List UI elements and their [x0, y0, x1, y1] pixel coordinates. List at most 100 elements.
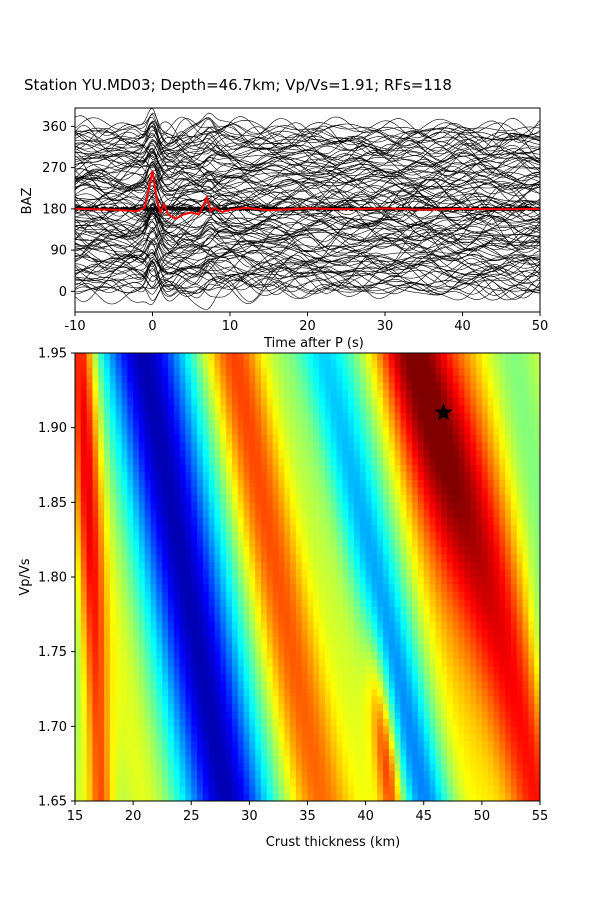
hk-cell — [441, 629, 448, 638]
hk-cell — [272, 614, 280, 623]
hk-cell — [452, 420, 460, 429]
hk-cell — [359, 420, 367, 429]
hk-cell — [127, 405, 134, 414]
hk-cell — [417, 435, 425, 444]
hk-cell — [388, 577, 396, 586]
hk-cell — [359, 659, 367, 668]
hk-cell — [243, 771, 250, 780]
hk-cell — [458, 405, 466, 414]
hk-cell — [348, 502, 355, 511]
hk-cell — [173, 666, 181, 675]
hk-cell — [324, 472, 332, 481]
hk-cell — [179, 703, 187, 712]
hk-cell — [162, 547, 169, 556]
hk-cell — [237, 457, 245, 466]
hk-cell — [365, 703, 373, 712]
hk-cell — [330, 636, 338, 645]
hk-cell — [319, 367, 326, 376]
hk-cell — [121, 554, 128, 563]
hk-cell — [133, 591, 140, 600]
hk-cell — [313, 420, 320, 429]
hk-cell — [104, 763, 111, 772]
hk-cell — [377, 367, 384, 376]
hk-cell — [197, 703, 204, 712]
hk-cell — [487, 733, 495, 742]
hk-cell — [249, 584, 256, 593]
hk-cell — [319, 674, 326, 683]
hk-cell — [470, 703, 477, 712]
hk-cell — [295, 547, 303, 556]
hk-cell — [173, 606, 181, 615]
hk-cell — [354, 703, 361, 712]
hk-cell — [377, 502, 384, 511]
hk-cell — [493, 457, 500, 466]
hk-cell — [266, 442, 274, 451]
hk-cell — [435, 360, 442, 369]
hk-cell — [313, 681, 320, 690]
hk-cell — [272, 435, 280, 444]
hk-cell — [220, 659, 227, 668]
hk-cell — [179, 614, 187, 623]
hk-cell — [278, 405, 285, 414]
hk-cell — [226, 763, 233, 772]
hk-cell — [237, 405, 245, 414]
hk-cell — [464, 390, 471, 399]
hk-cell — [98, 711, 105, 720]
hk-cell — [150, 353, 157, 362]
hk-cell — [255, 577, 262, 586]
hk-cell — [272, 390, 280, 399]
hk-cell — [388, 353, 396, 362]
hk-cell — [226, 405, 233, 414]
hk-cell — [487, 748, 495, 757]
hk-cell — [371, 606, 378, 615]
hk-cell — [168, 517, 175, 526]
hk-cell — [301, 763, 309, 772]
hk-cell — [255, 636, 262, 645]
hk-cell — [516, 457, 524, 466]
hk-cell — [150, 763, 157, 772]
hk-cell — [429, 509, 436, 518]
hk-cell — [208, 524, 216, 533]
hk-cell — [75, 733, 82, 742]
hk-cell — [191, 524, 198, 533]
hk-cell — [319, 771, 326, 780]
hk-cell — [342, 703, 349, 712]
hk-cell — [348, 711, 355, 720]
hk-cell — [516, 636, 524, 645]
hk-cell — [208, 718, 216, 727]
hk-cell — [121, 703, 128, 712]
hk-cell — [441, 509, 448, 518]
hk-cell — [121, 457, 128, 466]
hk-cell — [417, 778, 425, 787]
hk-cell — [278, 756, 285, 765]
hk-cell — [191, 397, 198, 406]
rf-trace — [75, 129, 540, 160]
hk-cell — [429, 577, 436, 586]
hk-cell — [197, 487, 204, 496]
hk-cell — [185, 420, 192, 429]
hk-cell — [516, 509, 524, 518]
hk-cell — [516, 427, 524, 436]
hk-cell — [266, 360, 274, 369]
rf-trace — [75, 114, 540, 148]
hk-cell — [266, 606, 274, 615]
hk-cell — [324, 412, 332, 421]
hk-cell — [179, 547, 187, 556]
hk-cell — [348, 569, 355, 578]
hk-cell — [499, 689, 506, 698]
hk-cell — [510, 644, 518, 653]
hk-cell — [231, 674, 239, 683]
hk-cell — [162, 502, 169, 511]
hk-cell — [80, 450, 88, 459]
hk-cell — [354, 412, 361, 421]
hk-cell — [138, 659, 146, 668]
hk-cell — [447, 450, 454, 459]
hk-cell — [168, 547, 175, 556]
rf-trace — [75, 266, 540, 302]
hk-cell — [127, 524, 134, 533]
hk-cell — [423, 487, 431, 496]
hk-cell — [464, 577, 471, 586]
hk-cell — [278, 666, 285, 675]
hk-cell — [156, 629, 163, 638]
hk-cell — [214, 405, 221, 414]
